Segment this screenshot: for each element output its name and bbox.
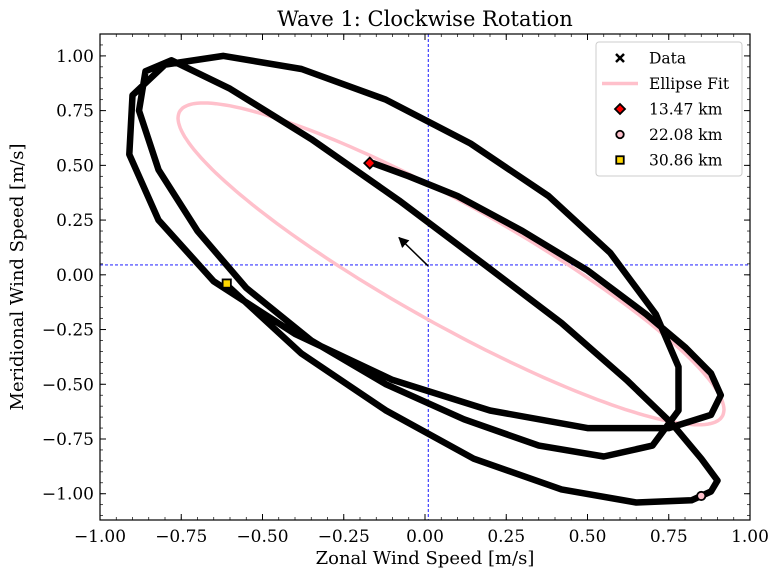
legend-frame: [595, 41, 743, 177]
legend-label: 22.08 km: [649, 126, 723, 144]
legend-key-marker: [615, 155, 625, 165]
axis-ticks: −1.00 −0.75 −0.50 −0.25 0.00 0.25 0.50 0.75 1.00…: [42, 34, 769, 547]
y-tick-label: 0.75: [56, 102, 94, 122]
y-tick-label: −0.25: [42, 321, 94, 341]
y-tick-label: 0.00: [56, 266, 94, 286]
x-tick-label: 0.75: [650, 527, 688, 547]
legend-label: 13.47 km: [649, 101, 723, 119]
rotation-arrow: [398, 236, 429, 267]
chart-title: Wave 1: Clockwise Rotation: [277, 7, 573, 31]
x-tick-label: −0.25: [318, 527, 370, 547]
legend: Data Ellipse Fit 13.47 km 22.08 km 30.86 km: [595, 41, 743, 177]
x-tick-label: −0.50: [236, 527, 288, 547]
altitude-marker-3: [221, 278, 232, 289]
y-tick-label: −0.75: [42, 430, 94, 450]
legend-key-marker: [615, 129, 625, 140]
y-tick-label: 1.00: [56, 47, 94, 67]
y-tick-label: 0.50: [56, 156, 94, 176]
legend-key-marker: [613, 102, 627, 116]
y-axis-title: Meridional Wind Speed [m/s]: [7, 144, 28, 411]
y-tick-label: −0.50: [42, 375, 94, 395]
ellipse-fit-line: [176, 101, 726, 427]
legend-label: Ellipse Fit: [649, 75, 730, 93]
legend-key-data-cross: [615, 53, 625, 63]
x-tick-label: 0.25: [487, 527, 525, 547]
x-tick-label: −0.75: [155, 527, 207, 547]
x-tick-label: 1.00: [731, 527, 769, 547]
x-tick-label: −1.00: [74, 527, 126, 547]
legend-label: 30.86 km: [649, 152, 723, 170]
legend-label: Data: [649, 50, 686, 68]
altitude-marker-2: [696, 490, 707, 501]
y-tick-label: −1.00: [42, 485, 94, 505]
data-trace-line: [126, 52, 725, 506]
y-tick-label: 0.25: [56, 211, 94, 231]
x-tick-label: 0.00: [406, 527, 444, 547]
x-tick-label: 0.50: [569, 527, 607, 547]
plot-area: [100, 34, 750, 520]
altitude-marker-1: [362, 156, 377, 170]
x-axis-title: Zonal Wind Speed [m/s]: [316, 548, 535, 569]
